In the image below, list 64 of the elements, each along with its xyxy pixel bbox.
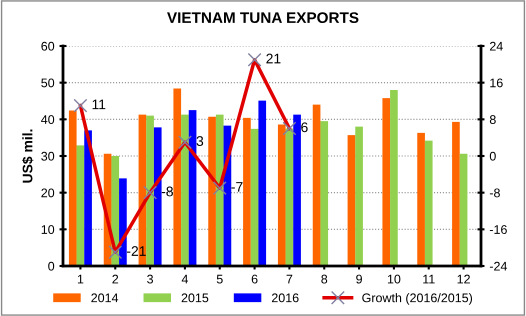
x-tick-label: 7 — [286, 274, 292, 284]
bar — [293, 114, 301, 266]
bar — [250, 128, 258, 266]
x-tick-label: 1 — [78, 274, 84, 284]
y-tick-label: 40 — [41, 115, 54, 124]
y-tick-label: 30 — [41, 152, 54, 161]
x-tick-label: 3 — [147, 274, 154, 284]
y2-tick-label: 24 — [490, 42, 503, 51]
y2-tick-label: -16 — [490, 225, 507, 234]
bar — [243, 118, 251, 266]
bar — [390, 90, 398, 266]
data-label: 6 — [301, 122, 308, 132]
bar — [173, 88, 182, 266]
y-tick-label: 10 — [42, 225, 54, 234]
chart-title: VIETNAM TUNA EXPORTS — [167, 12, 358, 24]
bar — [417, 132, 425, 266]
y2-tick-label: 8 — [490, 115, 496, 124]
data-label: 21 — [266, 54, 280, 64]
data-label: 3 — [196, 136, 204, 146]
legend-label: 2014 — [91, 293, 118, 302]
y-tick-label: 60 — [41, 42, 54, 51]
data-label: -7 — [231, 182, 243, 192]
x-tick-label: 12 — [458, 274, 470, 284]
y-tick-label: 50 — [41, 78, 54, 88]
legend-label: Growth (2016/2015) — [362, 293, 472, 305]
bar — [355, 126, 363, 266]
bar — [208, 116, 216, 266]
bar — [348, 135, 356, 266]
x-tick-label: 2 — [112, 274, 118, 284]
x-tick-label: 10 — [388, 274, 400, 284]
bar — [452, 122, 460, 266]
bar — [424, 140, 433, 266]
x-tick-label: 6 — [252, 274, 258, 284]
y-axis-title: US$ mil. — [22, 130, 34, 183]
x-tick-label: 8 — [321, 274, 328, 284]
y2-tick-label: -8 — [490, 188, 500, 198]
data-label: 11 — [92, 100, 106, 110]
legend-label: 2016 — [272, 293, 299, 302]
bar — [320, 121, 328, 266]
y-tick-label: 0 — [48, 262, 54, 271]
y2-tick-label: -24 — [490, 262, 508, 271]
bar — [181, 114, 189, 266]
x-tick-label: 11 — [423, 274, 435, 284]
bar — [258, 100, 266, 266]
bar — [84, 130, 92, 266]
bar — [312, 104, 320, 266]
bar — [188, 110, 196, 266]
data-label: -8 — [162, 186, 173, 196]
y2-tick-label: 0 — [490, 152, 496, 161]
x-tick-label: 5 — [216, 274, 223, 284]
bar — [460, 154, 468, 266]
y-tick-label: 20 — [41, 188, 54, 198]
bar — [76, 145, 84, 266]
y2-tick-label: 16 — [490, 78, 503, 88]
legend-label: 2015 — [182, 293, 208, 302]
bar — [278, 124, 286, 266]
bar — [146, 116, 154, 266]
bar — [154, 127, 162, 266]
x-tick-label: 9 — [356, 274, 362, 284]
bar — [216, 114, 224, 266]
bar — [286, 128, 294, 266]
bar — [68, 110, 77, 266]
bar — [382, 98, 390, 266]
x-tick-label: 4 — [182, 274, 188, 284]
